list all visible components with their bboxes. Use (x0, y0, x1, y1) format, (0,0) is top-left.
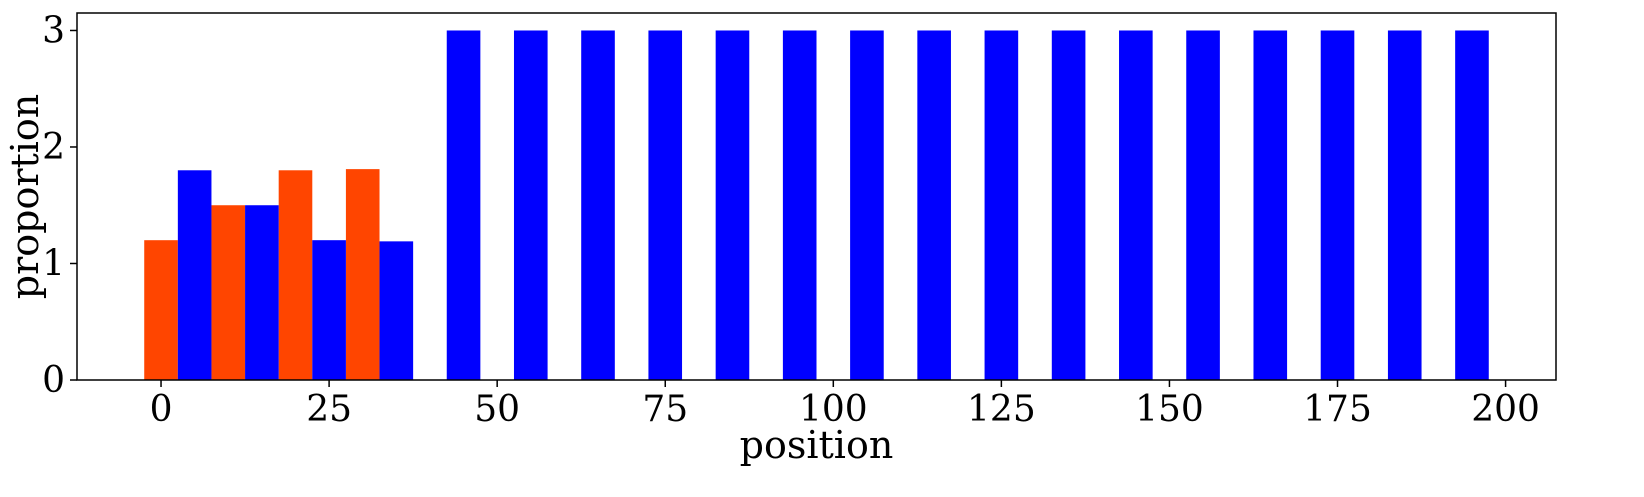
x-tick-label: 75 (642, 389, 688, 430)
bar-s1-9 (782, 30, 817, 380)
bar-s0-0 (144, 240, 178, 380)
bar-s1-14 (1119, 30, 1153, 380)
bar-s0-1 (211, 205, 246, 380)
y-tick-label: 3 (42, 10, 65, 51)
bar-s1-6 (581, 30, 615, 380)
bar-s1-10 (850, 30, 884, 380)
bar-s1-5 (513, 30, 548, 380)
y-tick-label: 1 (42, 243, 65, 284)
bar-s1-4 (446, 30, 481, 380)
x-tick-label: 25 (306, 389, 352, 430)
y-tick-label: 0 (42, 360, 65, 401)
bar-s1-15 (1186, 30, 1220, 380)
bar-s1-8 (715, 30, 750, 380)
x-tick-label: 0 (150, 389, 173, 430)
bar-s1-0 (177, 170, 212, 380)
x-axis-ticks: 0 25 50 75 100 125 150 175 200 (150, 380, 1540, 430)
x-tick-label: 50 (474, 389, 520, 430)
bar-s1-18 (1387, 30, 1422, 380)
x-tick-label: 125 (967, 389, 1036, 430)
plot-frame (76, 12, 1557, 381)
bar-s1-19 (1455, 30, 1489, 380)
bar-s1-2 (312, 240, 346, 380)
y-axis-label: proportion (3, 94, 47, 300)
bar-s0-2 (278, 170, 313, 380)
x-tick-label: 175 (1303, 389, 1372, 430)
bar-s1-1 (245, 205, 279, 380)
bar-s1-7 (648, 30, 683, 380)
bar-s1-3 (379, 241, 414, 380)
x-tick-label: 150 (1135, 389, 1204, 430)
y-tick-label: 2 (42, 127, 65, 168)
x-axis-label: position (740, 423, 894, 467)
x-tick-label: 100 (799, 389, 868, 430)
bar-s0-3 (345, 169, 380, 380)
x-tick-label: 200 (1471, 389, 1540, 430)
bar-s1-17 (1320, 30, 1355, 380)
y-axis-ticks: 0 1 2 3 (42, 10, 77, 401)
bar-s1-12 (984, 30, 1019, 380)
bars-layer (144, 30, 1489, 380)
bar-s1-11 (917, 30, 951, 380)
bar-s1-13 (1051, 30, 1086, 380)
bar-s1-16 (1253, 30, 1288, 380)
